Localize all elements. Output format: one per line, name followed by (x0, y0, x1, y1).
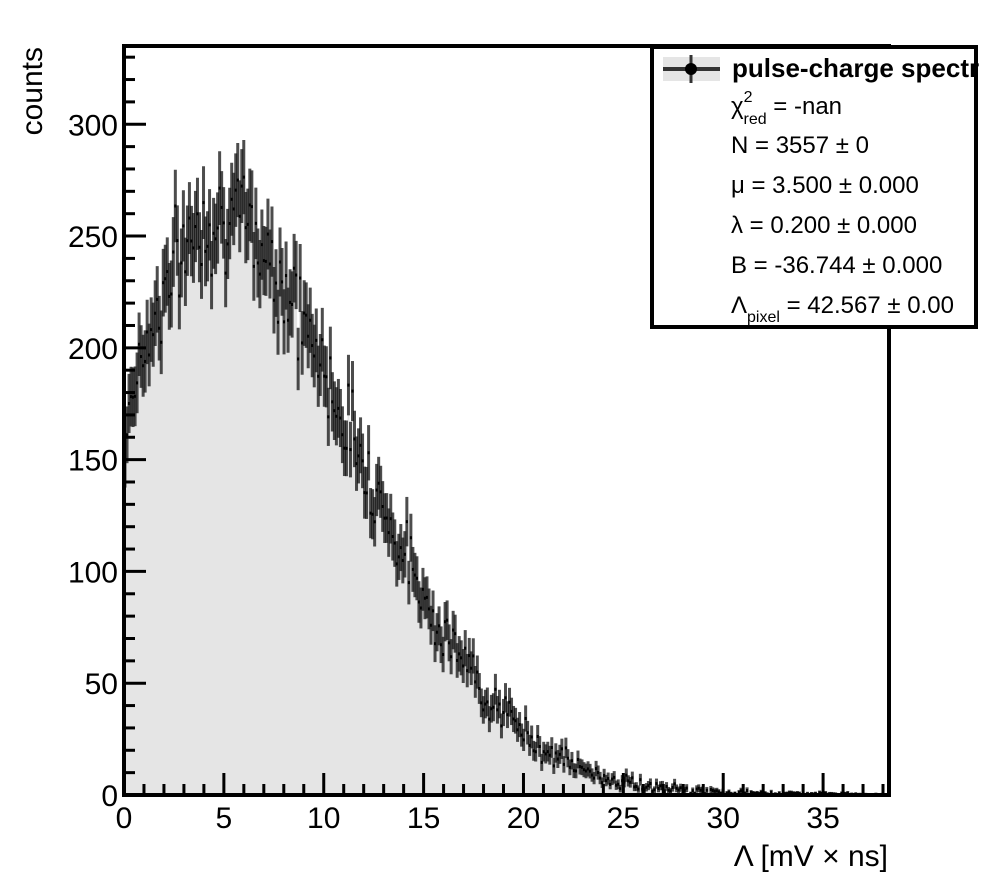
x-tick-label: 5 (216, 802, 233, 835)
x-tick-label: 30 (707, 802, 740, 835)
legend-entries: χ2 red = -nan N = 3557 ± 0 μ = 3.500 ± 0.00… (731, 89, 954, 326)
legend-entry: λ = 0.200 ± 0.000 (731, 212, 917, 239)
histogram-bars (123, 139, 890, 797)
x-tick-label: 10 (307, 802, 340, 835)
y-tick-label: 150 (68, 445, 118, 478)
x-axis-title: Λ [mV × ns] (734, 840, 888, 873)
legend-box (650, 45, 978, 329)
legend: pulse-charge spectr χ2 red = -nan N = 3557… (650, 45, 979, 329)
y-tick-label: 100 (68, 556, 118, 589)
histogram-fill (124, 177, 889, 796)
y-tick-label: 0 (101, 780, 118, 813)
plot-border (122, 44, 891, 797)
legend-entry: Λpixel = 42.567 ± 0.00 (731, 292, 954, 326)
y-tick-label: 50 (85, 668, 118, 701)
x-tick-label: 20 (507, 802, 540, 835)
legend-series-name: pulse-charge spectr (732, 53, 979, 83)
legend-entry: μ = 3.500 ± 0.000 (731, 172, 919, 199)
x-tick-label: 15 (407, 802, 440, 835)
y-tick-label: 200 (68, 333, 118, 366)
legend-entry: B = -36.744 ± 0.000 (731, 252, 942, 279)
plot-frame (122, 44, 891, 797)
x-tick-label: 25 (607, 802, 640, 835)
legend-entry: N = 3557 ± 0 (731, 132, 869, 159)
axis-labels: 0 5 10 15 20 25 30 35 0 50 100 150 200 250 300 (68, 109, 840, 835)
x-tick-label: 35 (806, 802, 839, 835)
axis-ticks (122, 55, 885, 797)
legend-marker (663, 55, 720, 83)
y-tick-label: 300 (68, 109, 118, 142)
legend-entry: χ2 red = -nan (731, 89, 842, 128)
y-axis-title: counts (16, 47, 49, 135)
y-tick-label: 250 (68, 221, 118, 254)
x-tick-label: 0 (116, 802, 133, 835)
